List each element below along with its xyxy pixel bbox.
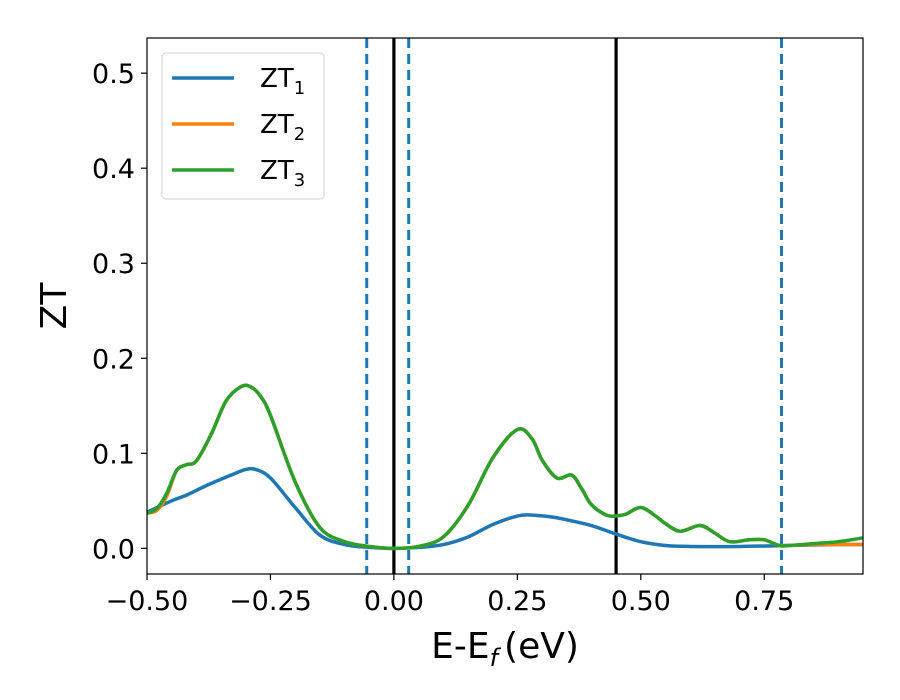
x-tick-label: −0.50 [106,586,189,617]
series-line-zt2 [147,383,863,551]
series-line-zt3 [147,383,863,551]
x-axis-label-unit: (eV) [504,626,579,667]
x-tick-label: 0.25 [487,586,547,617]
legend-label-3: ZT3 [260,156,305,191]
series-line-zt1 [147,466,863,551]
x-axis-label-subscript: f [490,644,502,672]
y-tick-label: 0.2 [92,344,135,375]
y-tick-label: 0.3 [92,249,135,280]
x-axis-label: E-Ef (eV) [431,626,579,672]
x-tick-label: 0.00 [364,586,424,617]
y-tick-label: 0.5 [92,59,135,90]
legend-label-1: ZT1 [260,64,305,99]
legend-label-2: ZT2 [260,110,305,145]
y-axis-label: ZT [34,282,75,330]
legend: ZT1 ZT2 ZT3 [161,52,325,200]
x-tick-label: 0.75 [734,586,794,617]
y-tick-label: 0.0 [92,534,135,565]
y-tick-label: 0.1 [92,439,135,470]
plot-frame [146,37,864,575]
y-tick-label: 0.4 [92,154,135,185]
x-tick-label: 0.50 [611,586,671,617]
x-tick-label: −0.25 [229,586,312,617]
legend-box [161,52,325,200]
